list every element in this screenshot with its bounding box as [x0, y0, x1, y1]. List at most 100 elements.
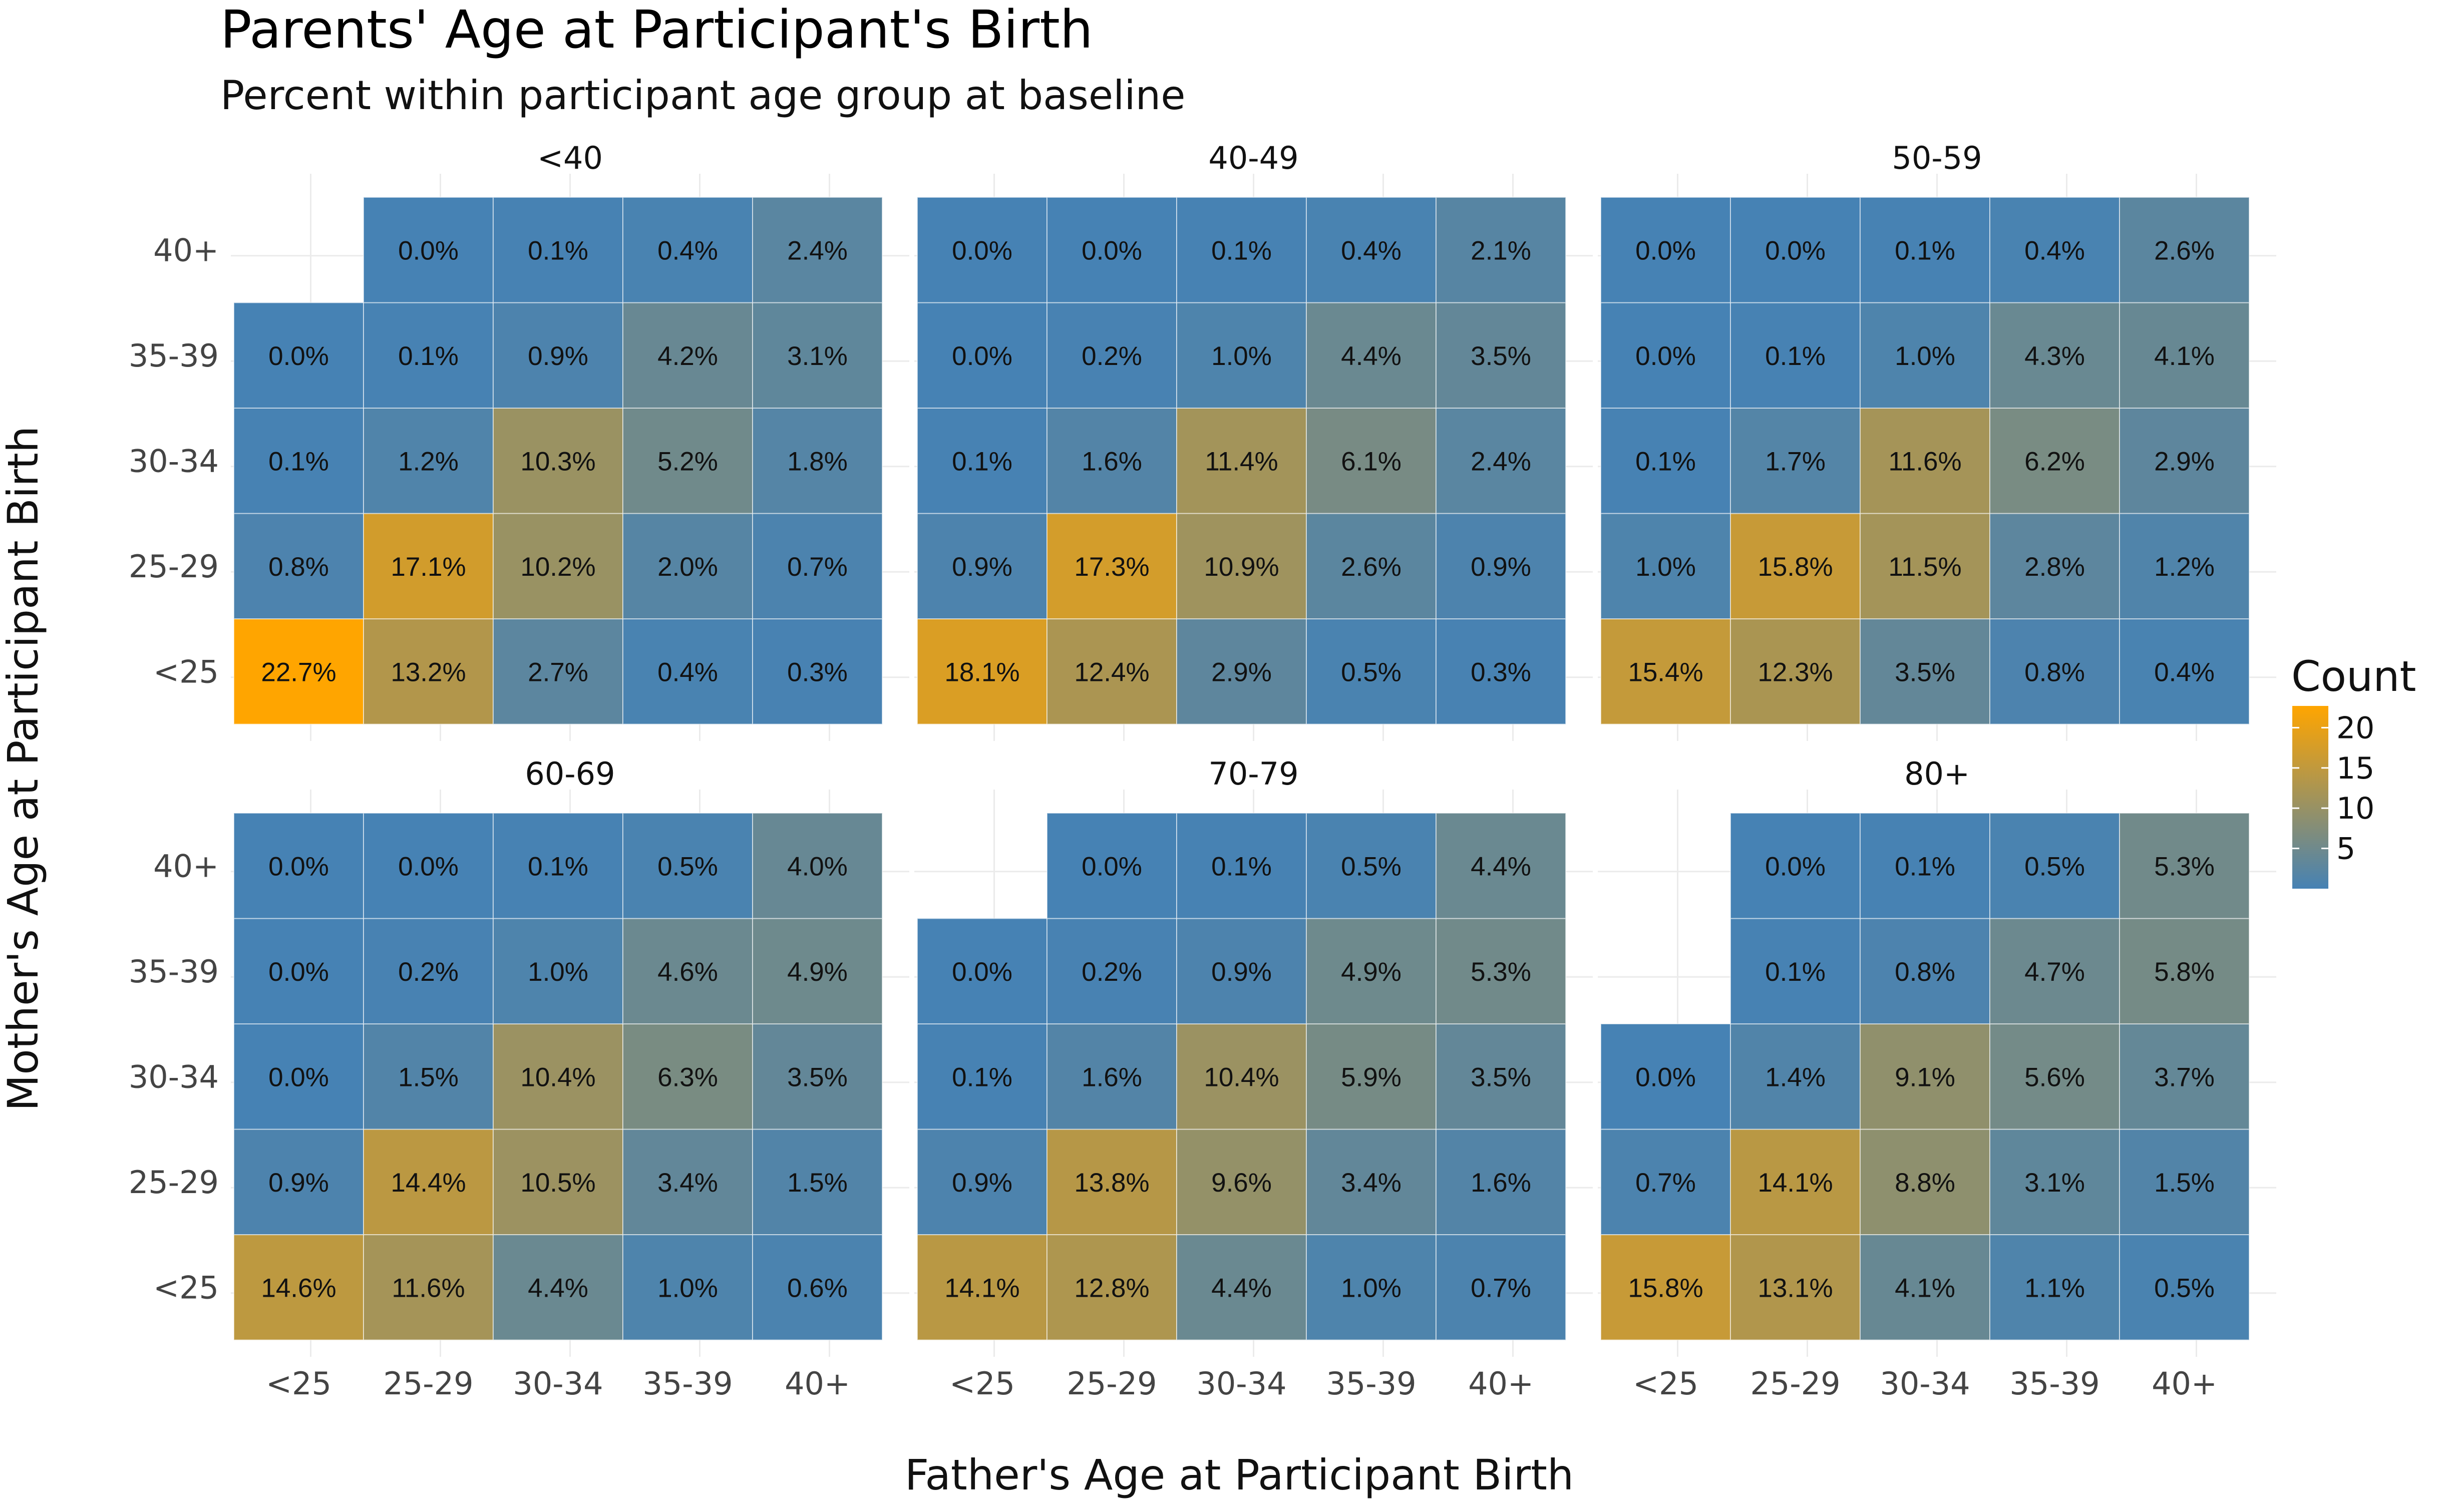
cell-value-label: 10.5% — [520, 1168, 595, 1198]
heatmap-cell — [622, 1234, 753, 1341]
heatmap-cell — [622, 513, 753, 619]
cell-value-label: 0.1% — [1895, 236, 1955, 265]
heatmap-cell — [1046, 1023, 1177, 1130]
heatmap-cell — [1989, 618, 2120, 725]
panel-strip-label: <40 — [537, 140, 603, 176]
cell-value-label: 0.4% — [2024, 236, 2085, 265]
heatmap-cell — [622, 618, 753, 725]
cell-value-label: 10.2% — [520, 552, 595, 582]
cell-value-label: 0.0% — [1082, 852, 1142, 881]
cell-value-label: 0.5% — [2024, 852, 2085, 881]
heatmap-cell — [1436, 918, 1566, 1024]
cell-value-label: 0.9% — [952, 552, 1012, 582]
cell-value-label: 0.4% — [1341, 236, 1402, 265]
cell-value-label: 1.0% — [1635, 552, 1696, 582]
cell-value-label: 2.7% — [528, 657, 588, 687]
heatmap-cell — [2119, 1234, 2250, 1341]
heatmap-cell — [493, 618, 623, 725]
cell-value-label: 6.2% — [2024, 447, 2085, 476]
cell-value-label: 4.7% — [2024, 957, 2085, 987]
heatmap-cell — [1176, 813, 1307, 919]
heatmap-cell — [233, 1023, 364, 1130]
heatmap-cell — [1436, 618, 1566, 725]
heatmap-cell — [1600, 1023, 1731, 1130]
cell-value-label: 4.2% — [657, 341, 718, 371]
cell-value-label: 3.4% — [1341, 1168, 1402, 1198]
heatmap-cell — [1176, 302, 1307, 409]
heatmap-cell — [1046, 618, 1177, 725]
cell-value-label: 1.2% — [398, 447, 459, 476]
cell-value-label: 0.1% — [1635, 447, 1696, 476]
cell-value-label: 8.8% — [1895, 1168, 1955, 1198]
panel-strip-label: 80+ — [1904, 755, 1970, 792]
cell-value-label: 2.6% — [1341, 552, 1402, 582]
cell-value-label: 17.3% — [1074, 552, 1149, 582]
cell-value-label: 0.2% — [1082, 957, 1142, 987]
cell-value-label: 0.1% — [528, 852, 588, 881]
cell-value-label: 2.6% — [2154, 236, 2215, 265]
heatmap-cell — [917, 197, 1048, 303]
panel-strip-label: 60-69 — [525, 755, 615, 792]
heatmap-cell — [752, 513, 883, 619]
cell-value-label: 0.1% — [952, 447, 1012, 476]
heatmap-cell — [1860, 813, 1990, 919]
cell-value-label: 0.0% — [268, 341, 329, 371]
heatmap-cell — [752, 618, 883, 725]
cell-value-label: 1.6% — [1082, 1062, 1142, 1092]
heatmap-cell — [493, 1128, 623, 1235]
heatmap-cell — [1436, 813, 1566, 919]
cell-value-label: 1.0% — [1211, 341, 1272, 371]
heatmap-cell — [363, 618, 494, 725]
y-tick-label: <25 — [153, 1269, 219, 1306]
cell-value-label: 1.0% — [1341, 1273, 1402, 1303]
heatmap-cell — [917, 513, 1048, 619]
cell-value-label: 2.9% — [2154, 447, 2215, 476]
heatmap-cell — [1730, 302, 1861, 409]
heatmap-cell — [1306, 813, 1437, 919]
heatmap-cell — [1730, 408, 1861, 514]
cell-value-label: 0.1% — [1765, 957, 1826, 987]
heatmap-cell — [622, 302, 753, 409]
cell-value-label: 0.1% — [268, 447, 329, 476]
cell-value-label: 4.9% — [1341, 957, 1402, 987]
heatmap-cell — [1176, 618, 1307, 725]
x-tick-label: 30-34 — [513, 1365, 603, 1402]
cell-value-label: 0.9% — [1471, 552, 1531, 582]
heatmap-cell — [233, 1128, 364, 1235]
cell-value-label: 0.0% — [1635, 236, 1696, 265]
heatmap-cell — [622, 918, 753, 1024]
heatmap-cell — [1436, 302, 1566, 409]
legend-title: Count — [2291, 652, 2416, 701]
cell-value-label: 5.8% — [2154, 957, 2215, 987]
heatmap-cell — [363, 1128, 494, 1235]
cell-value-label: 13.2% — [391, 657, 466, 687]
cell-value-label: 10.9% — [1204, 552, 1279, 582]
cell-value-label: 0.1% — [398, 341, 459, 371]
cell-value-label: 0.8% — [2024, 657, 2085, 687]
cell-value-label: 1.6% — [1471, 1168, 1531, 1198]
cell-value-label: 0.1% — [1211, 852, 1272, 881]
cell-value-label: 0.0% — [1765, 236, 1826, 265]
cell-value-label: 1.4% — [1765, 1062, 1826, 1092]
heatmap-cell — [1306, 1128, 1437, 1235]
heatmap-cell — [917, 918, 1048, 1024]
heatmap-cell — [2119, 813, 2250, 919]
heatmap-cell — [1176, 1234, 1307, 1341]
heatmap-cell — [493, 918, 623, 1024]
x-tick-label: 40+ — [1468, 1365, 1534, 1402]
heatmap-cell — [1989, 197, 2120, 303]
cell-value-label: 12.4% — [1074, 657, 1149, 687]
cell-value-label: 15.4% — [1628, 657, 1703, 687]
cell-value-label: 9.6% — [1211, 1168, 1272, 1198]
cell-value-label: 2.4% — [1471, 447, 1531, 476]
heatmap-cell — [1436, 408, 1566, 514]
cell-value-label: 0.0% — [1635, 341, 1696, 371]
heatmap-cell — [2119, 1128, 2250, 1235]
x-tick-label: 25-29 — [1067, 1365, 1157, 1402]
heatmap-cell — [1436, 513, 1566, 619]
cell-value-label: 0.1% — [952, 1062, 1012, 1092]
heatmap-cell — [493, 1234, 623, 1341]
heatmap-cell — [1600, 1128, 1731, 1235]
x-tick-label: 30-34 — [1196, 1365, 1286, 1402]
cell-value-label: 18.1% — [944, 657, 1019, 687]
